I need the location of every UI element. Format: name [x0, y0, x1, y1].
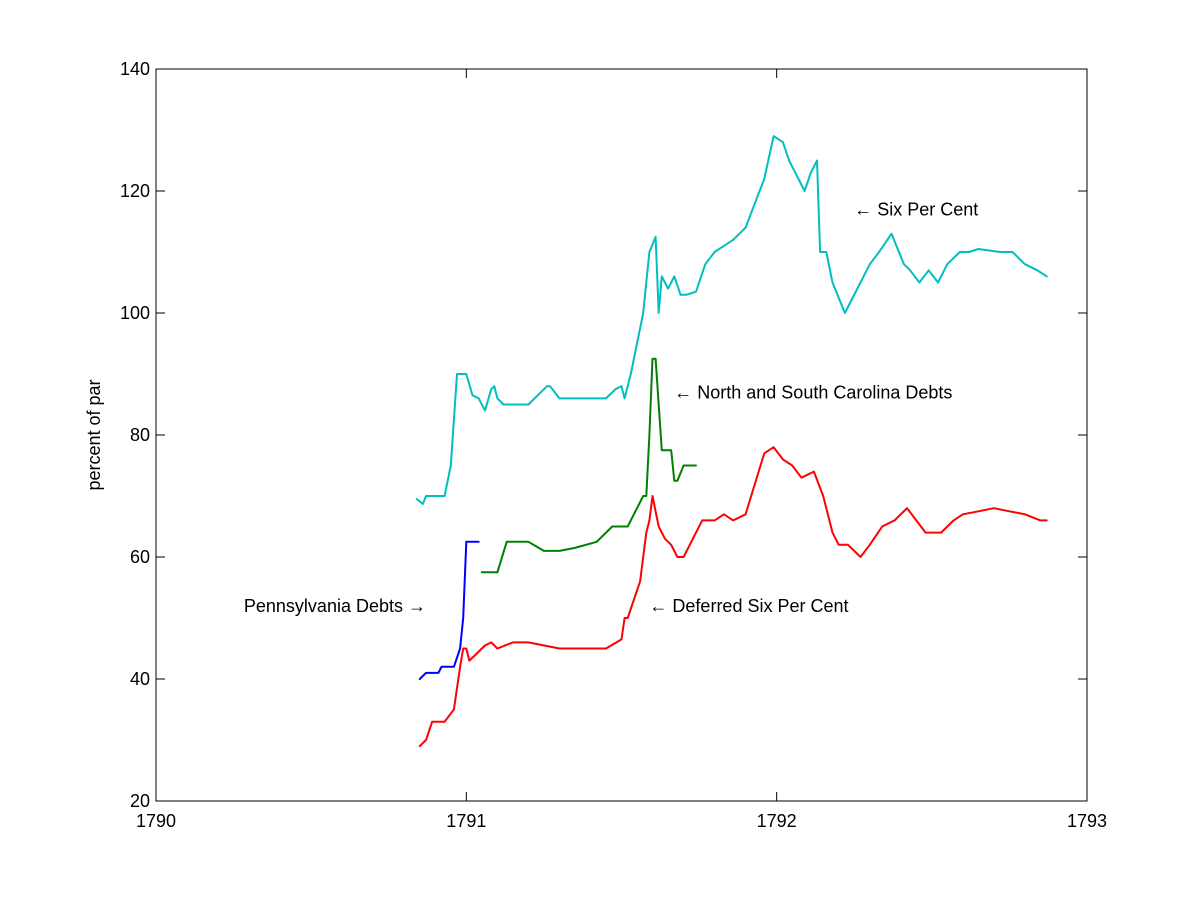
plot-frame	[155, 68, 1088, 802]
y-tick-label: 60	[130, 547, 150, 567]
y-tick-label: 120	[120, 181, 150, 201]
annotations: ← Six Per Cent ← North and South Carolina…	[244, 199, 978, 616]
series-line-pennsylvania-debts	[418, 540, 480, 680]
y-tick-label: 140	[120, 59, 150, 79]
series-layer	[415, 135, 1048, 748]
x-tick-label: 1792	[757, 811, 797, 831]
series-line-six-per-cent	[415, 135, 1048, 505]
annotation-label: Pennsylvania Debts →	[244, 596, 426, 616]
x-tick-label: 1790	[136, 811, 176, 831]
annotation-label: ← Deferred Six Per Cent	[649, 596, 848, 616]
y-tick-label: 40	[130, 669, 150, 689]
y-tick-label: 80	[130, 425, 150, 445]
annotation-label: ← Six Per Cent	[854, 199, 978, 219]
y-tick-label: 20	[130, 791, 150, 811]
series-line-north-and-south-carolina-debts	[480, 357, 697, 574]
y-tick-label: 100	[120, 303, 150, 323]
y-axis-label: percent of par	[84, 379, 104, 490]
x-tick-label: 1791	[446, 811, 486, 831]
annotation-label: ← North and South Carolina Debts	[674, 382, 952, 402]
axis-ticks: 1790 1791 1792 1793 20 40 60 80 100 120 140	[120, 59, 1107, 831]
series-line-deferred-six-per-cent	[418, 446, 1048, 748]
x-tick-label: 1793	[1067, 811, 1107, 831]
